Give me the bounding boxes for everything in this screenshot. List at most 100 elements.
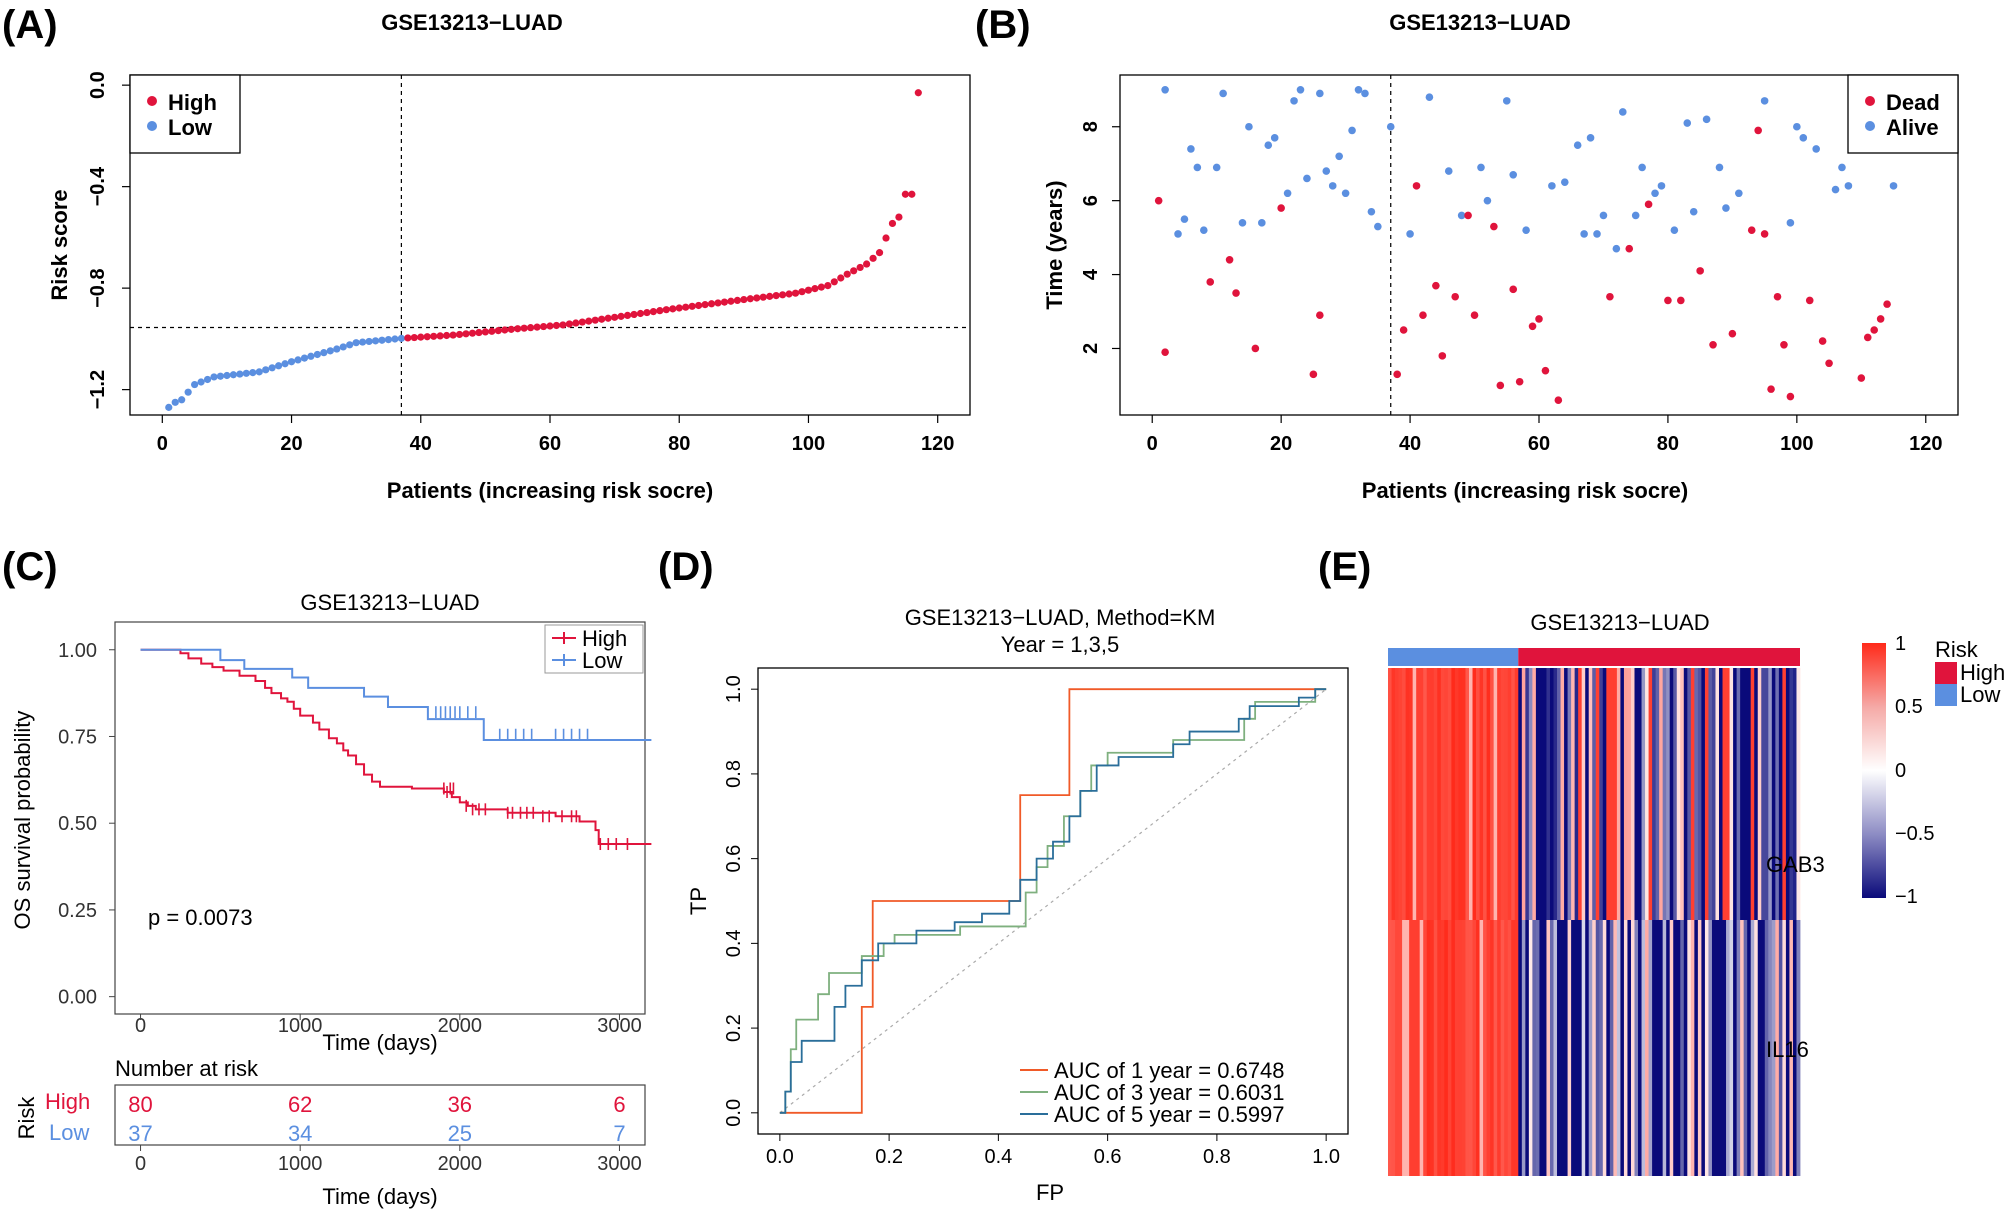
panel-e-cb-0.5: 0.5: [1895, 696, 1923, 718]
panel-a-point-high: [669, 305, 677, 313]
panel-e-cell-gab3: [1606, 668, 1611, 920]
panel-e-cell-il16: [1630, 920, 1635, 1176]
panel-d-xtick-0.8: 0.8: [1203, 1146, 1231, 1168]
panel-a-plot-frame: [129, 74, 971, 416]
panel-e-cell-gab3: [1440, 668, 1445, 920]
panel-e-cell-il16: [1546, 920, 1551, 1176]
panel-e-cell-il16: [1750, 920, 1755, 1176]
panel-b-point-dead: [1309, 370, 1318, 379]
panel-a-ytick-neg1.2: −1.2: [87, 370, 109, 409]
panel-a-ytick-neg0.8: −0.8: [87, 268, 109, 307]
panel-b-point-dead: [1554, 396, 1563, 405]
panel-c-risk-frame: [114, 1084, 646, 1146]
panel-e-cell-il16: [1574, 920, 1579, 1176]
panel-a-xtick-40: 40: [410, 433, 432, 455]
panel-b-legend-dead-marker: [1865, 96, 1875, 106]
panel-e-cell-gab3: [1433, 668, 1438, 920]
panel-e-cell-gab3: [1676, 668, 1681, 920]
panel-d-roc-3y: [779, 688, 1327, 1114]
panel-a-point-high: [695, 301, 703, 310]
panel-b-point-dead: [1760, 230, 1769, 238]
panel-label-e: (E): [1318, 545, 1371, 589]
panel-d-legend-3y: AUC of 3 year = 0.6031: [1054, 1080, 1285, 1105]
panel-e-cell-il16: [1599, 920, 1604, 1176]
panel-a-point-high: [863, 260, 871, 268]
panel-b-point-alive: [1174, 230, 1182, 238]
panel-d-ytick-1.0: 1.0: [723, 675, 745, 703]
panel-b-point-dead: [1709, 340, 1717, 349]
panel-a-point-high: [811, 285, 819, 293]
panel-e-cell-il16: [1754, 920, 1759, 1176]
panel-c-km-curve: GSE13213−LUAD 0 1000 2000 3000 0.00 0.25…: [10, 590, 652, 1209]
panel-e-cell-il16: [1490, 920, 1495, 1176]
panel-e-cell-il16: [1433, 920, 1438, 1176]
panel-e-cell-il16: [1483, 920, 1487, 1176]
panel-a-point-high: [869, 254, 877, 262]
panel-e-cell-il16: [1592, 920, 1597, 1176]
panel-b-point-alive: [1735, 189, 1743, 198]
panel-e-group-bar-high: [1518, 648, 1800, 666]
panel-e-cell-il16: [1581, 920, 1586, 1176]
panel-b-point-dead: [1438, 352, 1447, 360]
panel-b-point-dead: [1232, 289, 1240, 297]
panel-b-point-alive: [1322, 167, 1331, 175]
panel-e-cell-il16: [1500, 920, 1505, 1176]
panel-a-point-high: [882, 234, 890, 242]
panel-a-point-high: [656, 307, 664, 315]
panel-c-title: GSE13213−LUAD: [300, 590, 479, 615]
panel-a-point-high: [572, 319, 580, 327]
panel-b-point-dead: [1451, 292, 1459, 301]
panel-e-cell-gab3: [1500, 668, 1505, 920]
panel-c-ylabel: OS survival probability: [10, 711, 35, 930]
panel-e-cell-il16: [1535, 920, 1540, 1176]
panel-a-point-high: [468, 329, 477, 337]
panel-a-point-high: [779, 291, 787, 299]
panel-c-risk-xtick-3000: 3000: [597, 1153, 642, 1175]
panel-e-cell-il16: [1733, 920, 1738, 1176]
panel-e-cell-gab3: [1493, 668, 1498, 920]
panel-e-cell-gab3: [1567, 668, 1572, 920]
panel-e-cell-gab3: [1729, 668, 1734, 920]
panel-e-cell-gab3: [1409, 668, 1414, 920]
panel-e-cell-il16: [1553, 920, 1558, 1176]
panel-e-cell-gab3: [1398, 668, 1403, 920]
panel-e-cell-gab3: [1775, 668, 1780, 920]
panel-b-survival-time: GSE13213−LUAD 0 20 40 60 80 100 120 2 4 …: [1042, 10, 1959, 503]
panel-e-cell-gab3: [1694, 668, 1699, 920]
panel-b-point-alive: [1522, 226, 1530, 235]
panel-e-cell-il16: [1472, 920, 1477, 1176]
panel-b-point-alive: [1638, 163, 1646, 172]
panel-e-cell-il16: [1771, 920, 1776, 1176]
panel-e-cell-il16: [1409, 920, 1414, 1176]
panel-a-point-high: [527, 324, 535, 332]
panel-a-point-low: [359, 338, 367, 346]
panel-e-cell-il16: [1507, 920, 1512, 1176]
panel-a-point-low: [391, 335, 399, 343]
panel-a-point-low: [294, 356, 302, 364]
panel-b-point-dead: [1805, 296, 1814, 305]
panel-a-ylabel: Risk score: [47, 189, 72, 300]
panel-e-cell-il16: [1694, 920, 1699, 1176]
panel-a-point-low: [197, 378, 205, 386]
panel-b-point-dead: [1863, 333, 1872, 342]
panel-a-point-high: [604, 314, 612, 322]
panel-a-point-high: [908, 190, 916, 198]
panel-e-cell-gab3: [1789, 668, 1794, 920]
panel-e-legend-high-swatch: [1935, 662, 1957, 684]
panel-c-ytick-0.00: 0.00: [58, 987, 97, 1009]
panel-e-cell-il16: [1669, 920, 1674, 1176]
panel-b-point-alive: [1193, 163, 1202, 172]
panel-b-point-alive: [1580, 230, 1588, 238]
panel-d-diagonal: [779, 688, 1327, 1114]
panel-b-point-alive: [1619, 108, 1627, 116]
panel-b-point-alive: [1599, 211, 1608, 220]
panel-c-plot-frame: [114, 621, 646, 1015]
panel-e-cell-il16: [1557, 920, 1561, 1176]
panel-b-point-dead: [1393, 370, 1401, 379]
panel-e-cell-il16: [1532, 920, 1537, 1176]
panel-e-cell-gab3: [1623, 668, 1628, 920]
panel-b-point-dead: [1747, 226, 1756, 235]
panel-c-risk-low-1000: 34: [288, 1121, 312, 1146]
panel-b-ticks: 0 20 40 60 80 100 120 2 4 6 8: [1080, 121, 1942, 455]
panel-a-point-high: [488, 327, 496, 335]
